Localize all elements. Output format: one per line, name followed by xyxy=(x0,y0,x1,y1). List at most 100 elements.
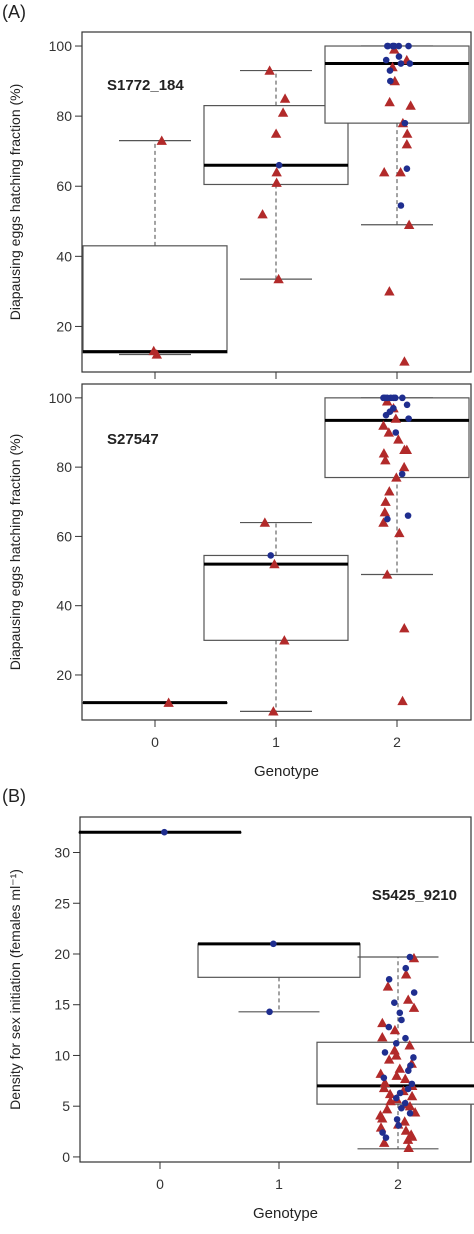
data-point-circle xyxy=(406,1109,414,1117)
y-tick-label: 20 xyxy=(56,318,72,334)
data-point-triangle xyxy=(394,1063,406,1073)
data-point-circle xyxy=(387,77,394,85)
data-point-triangle xyxy=(383,427,395,437)
data-point-triangle xyxy=(279,93,291,103)
data-point-triangle xyxy=(378,420,389,430)
data-point-triangle xyxy=(268,706,279,716)
data-point-circle xyxy=(403,401,411,409)
panel-annotation: S1772_184 xyxy=(107,77,184,94)
data-point-triangle xyxy=(402,1134,414,1144)
data-point-circle xyxy=(390,394,397,402)
data-point-triangle xyxy=(384,96,395,107)
data-point-triangle xyxy=(403,994,414,1004)
data-point-circle xyxy=(401,1099,409,1107)
data-point-triangle xyxy=(277,107,289,117)
data-point-circle xyxy=(407,1062,414,1069)
data-point-triangle xyxy=(377,1031,388,1042)
data-point-circle xyxy=(393,1116,401,1123)
data-point-triangle xyxy=(380,455,391,465)
data-point-triangle xyxy=(405,100,416,110)
data-point-circle xyxy=(270,940,277,948)
y-tick-label: 0 xyxy=(62,1149,70,1165)
data-point-circle xyxy=(402,1034,409,1042)
data-point-triangle xyxy=(383,1054,395,1064)
y-tick-label: 80 xyxy=(56,108,72,124)
data-point-triangle xyxy=(380,496,391,506)
data-point-circle xyxy=(384,515,391,523)
data-point-circle xyxy=(385,1023,393,1031)
data-point-triangle xyxy=(389,1024,401,1035)
panel-label-b: (B) xyxy=(2,786,26,806)
data-point-triangle xyxy=(382,569,393,579)
data-point-circle xyxy=(397,202,405,209)
x-axis-label: Genotype xyxy=(253,1205,318,1222)
data-point-circle xyxy=(391,42,398,50)
data-point-triangle xyxy=(273,273,284,284)
data-point-circle xyxy=(380,1074,388,1082)
data-point-circle xyxy=(410,1054,417,1061)
data-point-triangle xyxy=(379,167,390,177)
box-rect xyxy=(197,943,361,978)
x-tick-label: 2 xyxy=(393,734,401,750)
data-point-triangle xyxy=(399,623,410,633)
data-point-triangle xyxy=(269,558,280,569)
data-point-circle xyxy=(397,60,405,67)
x-tick-label: 1 xyxy=(275,1176,283,1192)
panel-label-a: (A) xyxy=(2,2,26,22)
data-point-circle xyxy=(382,56,390,64)
data-point-triangle xyxy=(384,286,395,296)
box-rect xyxy=(82,245,228,354)
data-point-circle xyxy=(408,1080,416,1088)
data-point-triangle xyxy=(408,1002,420,1012)
data-point-triangle xyxy=(399,444,410,454)
data-point-triangle xyxy=(379,506,391,517)
data-point-triangle xyxy=(391,1070,402,1080)
data-point-triangle xyxy=(402,128,413,138)
y-tick-label: 10 xyxy=(54,1047,70,1063)
data-point-triangle xyxy=(404,1100,416,1111)
data-point-triangle xyxy=(400,969,412,979)
data-point-circle xyxy=(395,1122,402,1129)
y-tick-label: 30 xyxy=(54,845,70,861)
data-point-triangle xyxy=(378,517,389,527)
data-point-triangle xyxy=(395,167,406,177)
data-point-triangle xyxy=(384,486,395,496)
data-point-circle xyxy=(382,411,390,419)
data-point-triangle xyxy=(400,1073,411,1083)
data-point-circle xyxy=(405,415,412,422)
data-point-triangle xyxy=(148,345,159,356)
data-point-triangle xyxy=(399,1116,410,1126)
data-point-circle xyxy=(379,1129,386,1136)
data-point-circle xyxy=(392,1039,400,1047)
data-point-triangle xyxy=(397,695,408,706)
data-point-triangle xyxy=(378,1082,390,1093)
data-point-circle xyxy=(392,429,400,436)
data-point-circle xyxy=(161,828,168,836)
plot-frame xyxy=(79,816,472,1163)
data-point-circle xyxy=(381,1049,389,1056)
data-point-circle xyxy=(386,67,394,74)
data-point-triangle xyxy=(393,434,404,444)
data-point-triangle xyxy=(259,517,271,527)
y-tick-label: 5 xyxy=(62,1098,70,1114)
data-point-triangle xyxy=(391,472,402,482)
data-point-triangle xyxy=(279,635,290,645)
data-point-triangle xyxy=(377,1113,388,1123)
data-point-triangle xyxy=(390,413,402,423)
data-point-circle xyxy=(404,1085,412,1093)
data-point-circle xyxy=(266,1008,273,1016)
data-point-circle xyxy=(410,989,418,996)
data-point-circle xyxy=(402,964,410,972)
data-point-circle xyxy=(384,42,392,50)
y-tick-label: 20 xyxy=(56,667,72,683)
data-point-triangle xyxy=(270,128,282,138)
data-point-circle xyxy=(399,394,406,402)
data-point-triangle xyxy=(163,697,174,707)
panel-annotation: S27547 xyxy=(107,431,159,448)
data-point-triangle xyxy=(381,1104,393,1114)
data-point-triangle xyxy=(375,1122,387,1132)
data-point-triangle xyxy=(264,65,275,75)
